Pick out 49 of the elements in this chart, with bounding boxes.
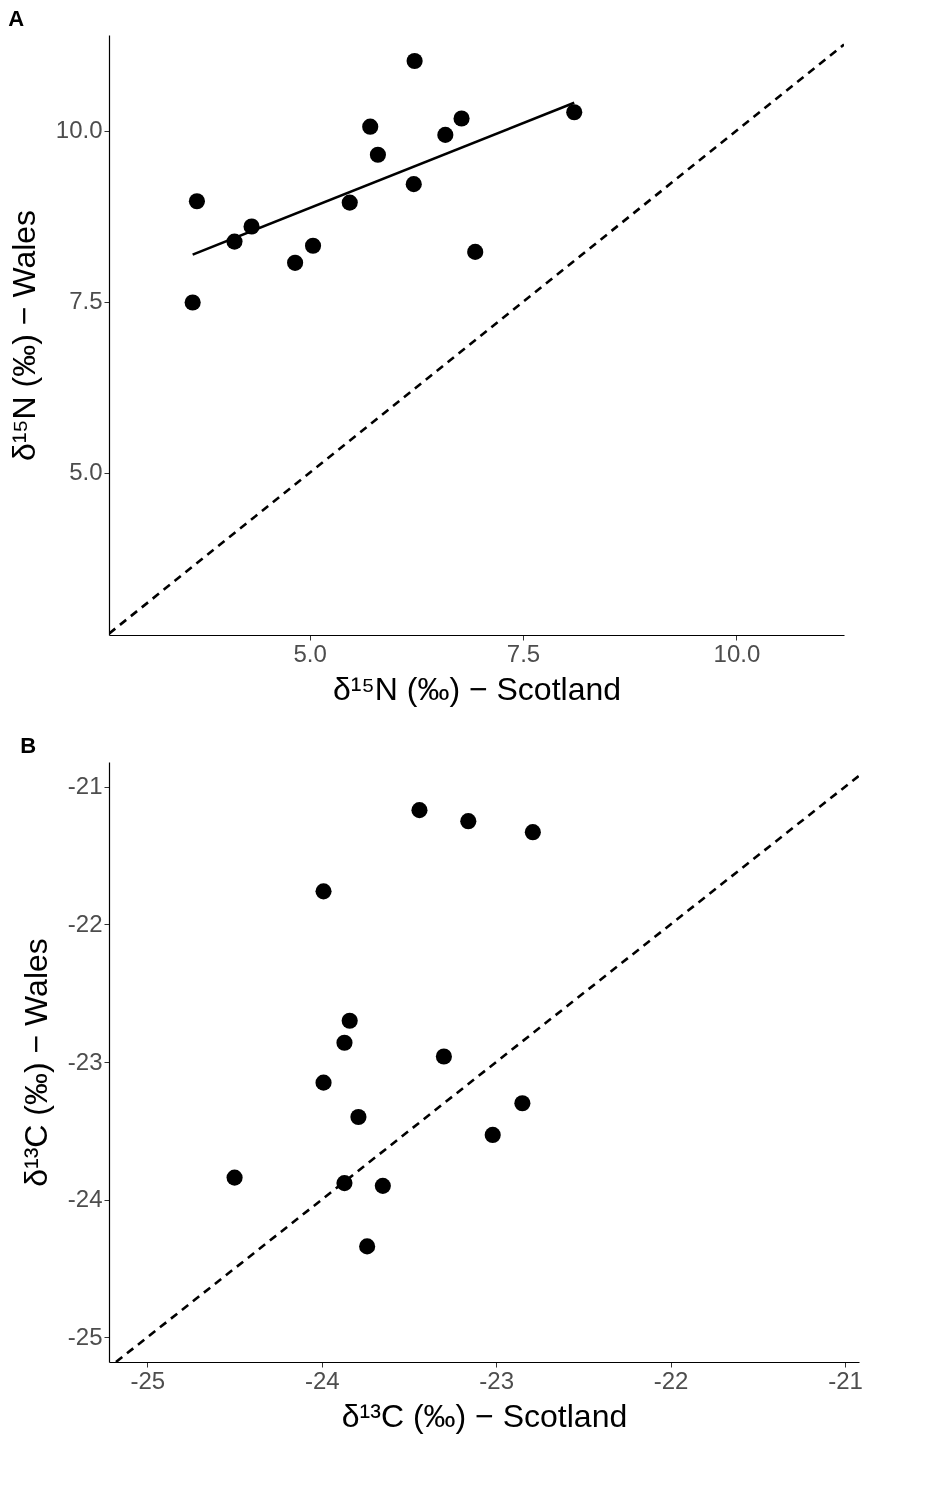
point	[287, 254, 304, 271]
point	[437, 126, 454, 143]
point	[411, 802, 428, 819]
point	[435, 1048, 452, 1065]
x-tick-label: -22	[653, 1366, 689, 1394]
x-axis-title: δ¹³C (‰) − Scotland	[341, 1397, 628, 1434]
point	[374, 1177, 391, 1194]
point	[359, 1238, 376, 1255]
point	[188, 193, 205, 210]
point	[460, 813, 477, 830]
point	[350, 1109, 367, 1126]
y-axis-title: δ¹³C (‰) − Wales	[17, 938, 54, 1187]
y-tick-label: 5.0	[69, 458, 103, 486]
x-tick-label: 7.5	[506, 639, 541, 667]
y-tick-label: 7.5	[69, 287, 103, 315]
chart-title: A	[8, 6, 25, 31]
y-tick-label: -23	[67, 1047, 103, 1075]
point	[484, 1126, 501, 1143]
point	[315, 883, 332, 900]
x-tick-label: 5.0	[293, 639, 327, 667]
point	[341, 1012, 358, 1029]
x-tick-label: 10.0	[713, 639, 761, 667]
y-axis-title: δ¹⁵N (‰) − Wales	[5, 209, 42, 462]
point	[566, 104, 583, 121]
point	[362, 118, 379, 135]
point	[453, 110, 470, 127]
point	[514, 1095, 531, 1112]
x-axis-title: δ¹⁵N (‰) − Scotland	[332, 670, 622, 707]
point	[184, 294, 201, 311]
point	[369, 146, 386, 163]
point	[405, 176, 422, 193]
x-tick-label: -24	[304, 1366, 340, 1394]
y-tick-label: -21	[67, 772, 103, 800]
y-tick-label: 10.0	[55, 116, 103, 144]
point	[304, 237, 322, 254]
x-tick-label: -25	[130, 1366, 166, 1394]
point	[406, 52, 423, 70]
y-tick-label: -22	[67, 909, 103, 937]
x-tick-label: -23	[479, 1366, 515, 1394]
chart-title: B	[20, 733, 37, 758]
point	[315, 1074, 332, 1091]
point	[336, 1034, 353, 1051]
point	[341, 194, 358, 211]
point	[467, 243, 484, 260]
y-tick-label: -24	[67, 1185, 103, 1213]
point	[524, 824, 541, 841]
x-tick-label: -21	[828, 1366, 863, 1394]
point	[226, 1169, 243, 1186]
y-tick-label: -25	[67, 1322, 103, 1350]
